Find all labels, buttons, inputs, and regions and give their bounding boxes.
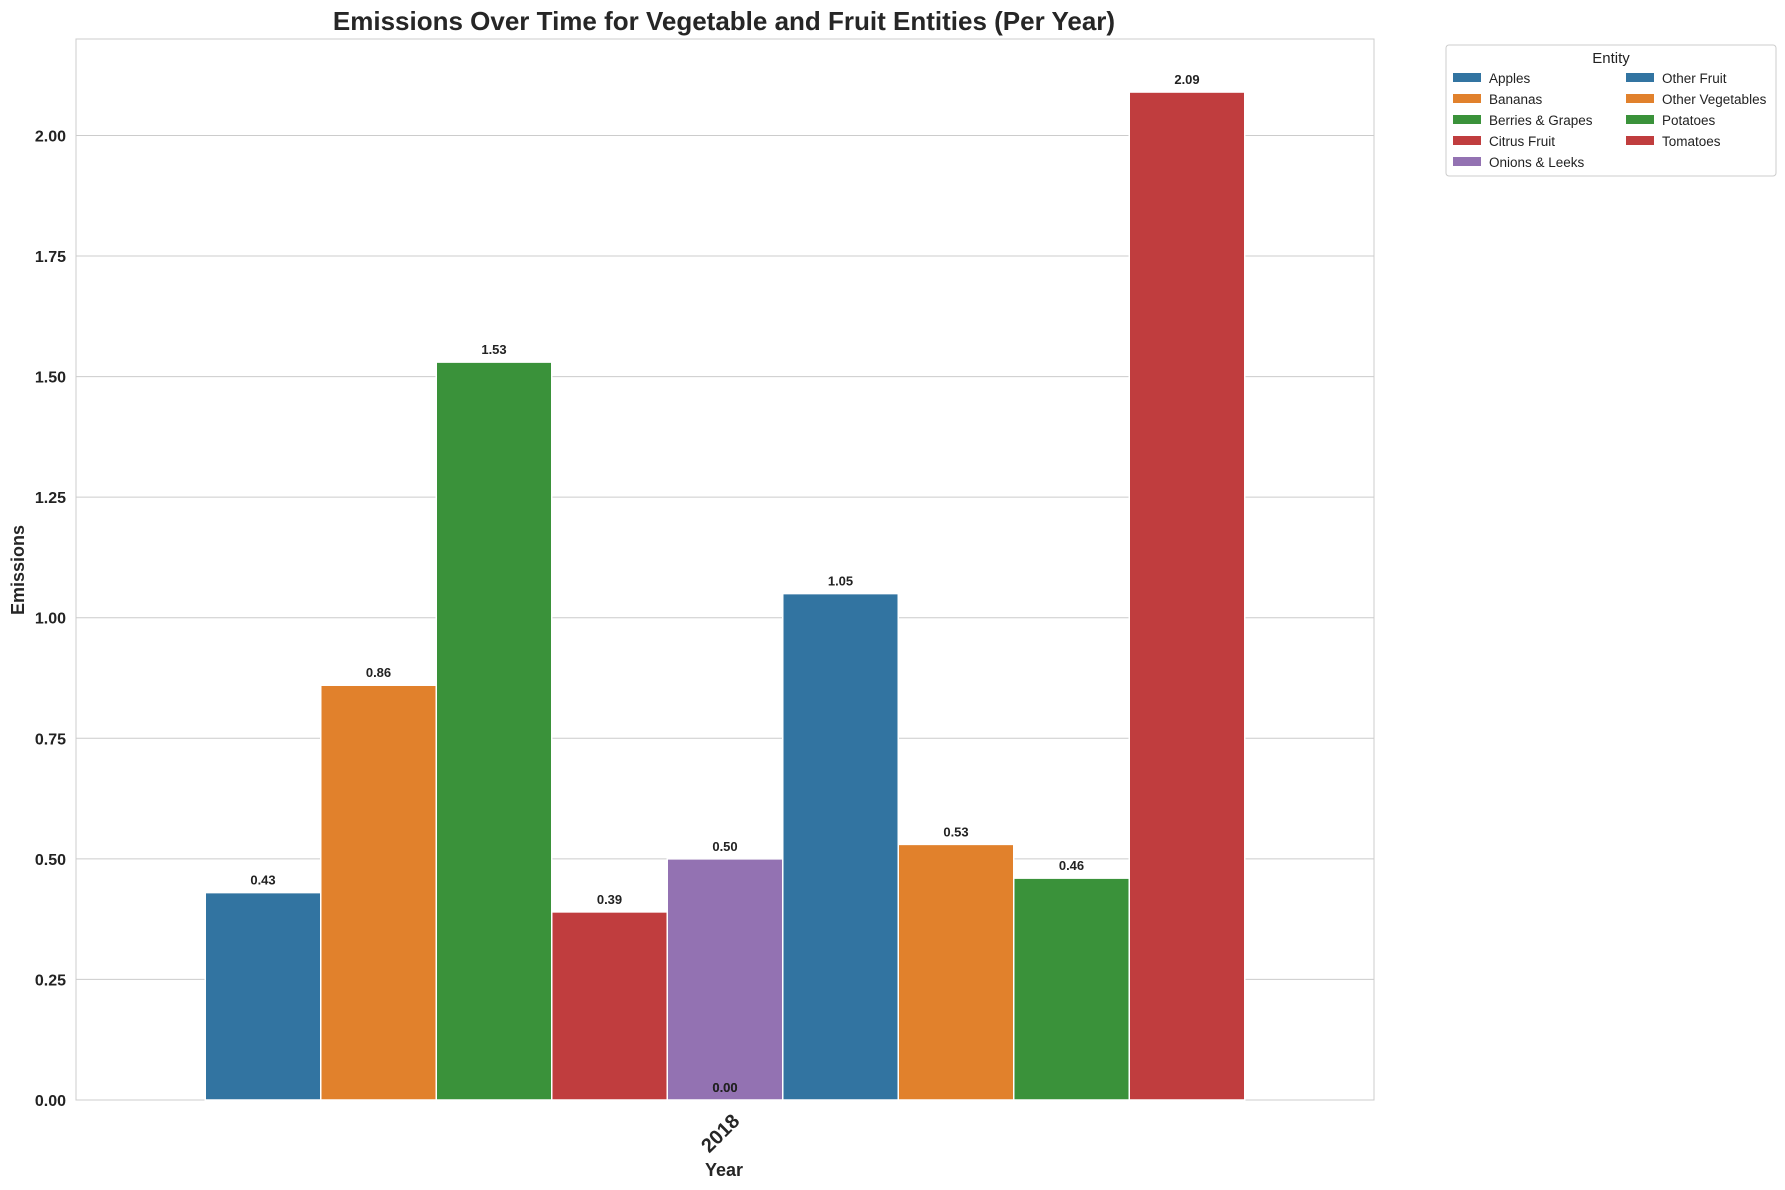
legend-label: Berries & Grapes xyxy=(1489,113,1593,128)
legend-label: Apples xyxy=(1489,71,1531,86)
legend-item: Citrus Fruit xyxy=(1453,134,1555,149)
legend-label: Other Fruit xyxy=(1662,71,1727,86)
bar-value-label: 0.43 xyxy=(250,873,275,888)
legend-item: Other Vegetables xyxy=(1626,92,1767,107)
bar-potatoes xyxy=(1013,877,1130,1101)
legend-swatch xyxy=(1453,73,1481,82)
legend-label: Other Vegetables xyxy=(1662,92,1767,107)
legend-swatch xyxy=(1626,136,1654,145)
bar-value-label: 0.50 xyxy=(712,839,737,854)
legend-label: Onions & Leeks xyxy=(1489,155,1585,170)
grid-lines xyxy=(76,134,1374,980)
chart-title: Emissions Over Time for Vegetable and Fr… xyxy=(333,6,1115,36)
y-tick-label: 1.25 xyxy=(35,490,66,507)
bar-value-label: 1.05 xyxy=(828,574,853,589)
bar-value-label: 0.39 xyxy=(597,892,622,907)
y-tick-label: 1.75 xyxy=(35,249,66,266)
legend-item: Apples xyxy=(1453,71,1531,86)
y-tick-label: 0.75 xyxy=(35,731,66,748)
x-axis-label: Year xyxy=(705,1160,743,1180)
legend-title: Entity xyxy=(1592,50,1630,67)
bar-berries-grapes xyxy=(435,361,553,1101)
legend-swatch xyxy=(1626,94,1654,103)
y-tick-label: 1.50 xyxy=(35,370,66,387)
data-labels: 0.43 0.86 1.53 0.39 0.50 1.05 0.53 0.46 2.09 0.00… xyxy=(250,72,1199,1095)
legend-label: Bananas xyxy=(1489,92,1543,107)
x-tick-label: 2018 xyxy=(697,1110,744,1157)
bar-bananas xyxy=(320,684,437,1101)
legend-swatch xyxy=(1626,73,1654,82)
legend-items: Apples Bananas Berries & Grapes Citrus Frui… xyxy=(1453,71,1767,170)
x-axis-ticks: 2018 xyxy=(697,1110,744,1157)
bar-value-label: 0.46 xyxy=(1059,858,1084,873)
bar-other-fruit xyxy=(782,592,899,1101)
legend-swatch xyxy=(1453,157,1481,166)
legend: Entity Apples Bananas Berries & Grapes Citr… xyxy=(1445,44,1777,177)
legend-item: Potatoes xyxy=(1626,113,1716,128)
bar-onions-leeks xyxy=(666,858,784,1101)
legend-item: Bananas xyxy=(1453,92,1543,107)
bar-other-vegetables xyxy=(897,843,1015,1101)
legend-box xyxy=(1445,44,1777,177)
legend-swatch xyxy=(1453,94,1481,103)
bar-tomatoes xyxy=(1128,91,1246,1101)
bar-value-label: 0.53 xyxy=(943,824,968,839)
bars xyxy=(204,91,1246,1101)
y-axis-label: Emissions xyxy=(8,525,28,615)
y-tick-label: 2.00 xyxy=(35,128,66,145)
legend-swatch xyxy=(1626,115,1654,124)
bar-value-label: 2.09 xyxy=(1174,72,1199,87)
bar-value-label: 0.86 xyxy=(366,665,391,680)
legend-item: Berries & Grapes xyxy=(1453,113,1593,128)
y-tick-label: 0.50 xyxy=(35,852,66,869)
legend-swatch xyxy=(1453,136,1481,145)
legend-item: Tomatoes xyxy=(1626,134,1721,149)
legend-label: Potatoes xyxy=(1662,113,1716,128)
zero-value-label: 0.00 xyxy=(712,1080,737,1095)
legend-item: Other Fruit xyxy=(1626,71,1727,86)
legend-label: Tomatoes xyxy=(1662,134,1721,149)
y-axis-ticks: 0.00 0.25 0.50 0.75 1.00 1.25 1.50 1.75 2.00 xyxy=(35,128,66,1110)
y-tick-label: 0.25 xyxy=(35,972,66,989)
bar-value-label: 1.53 xyxy=(481,342,506,357)
bar-apples xyxy=(204,891,322,1101)
legend-swatch xyxy=(1453,115,1481,124)
legend-label: Citrus Fruit xyxy=(1489,134,1555,149)
legend-item: Onions & Leeks xyxy=(1453,155,1585,170)
zero-value-label: 0.00 xyxy=(712,1080,737,1095)
bar-citrus-fruit xyxy=(551,911,668,1101)
y-tick-label: 0.00 xyxy=(35,1093,66,1110)
y-tick-label: 1.00 xyxy=(35,611,66,628)
